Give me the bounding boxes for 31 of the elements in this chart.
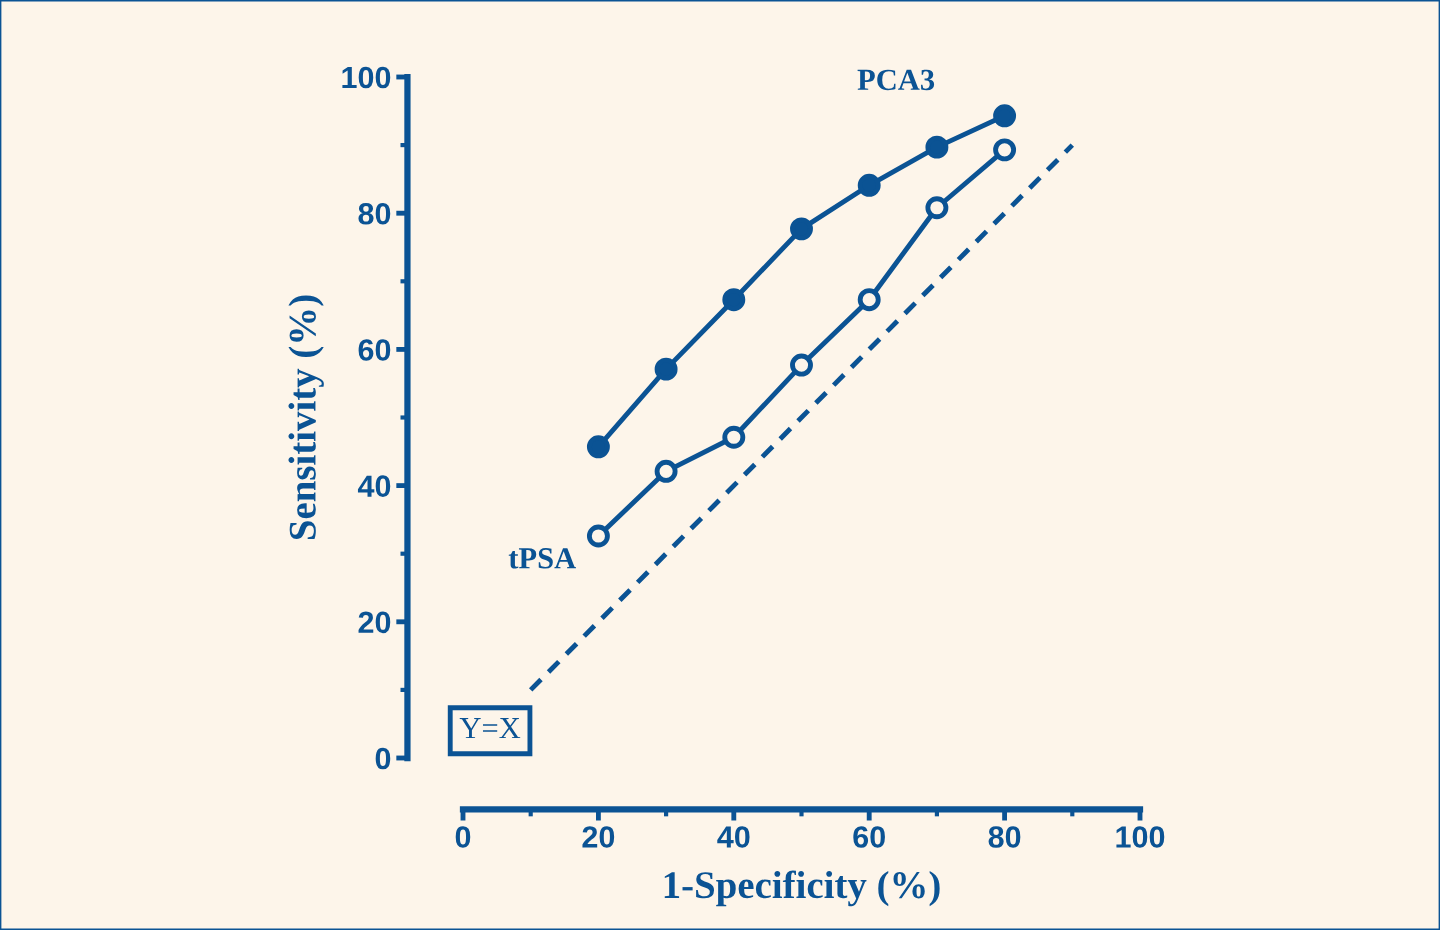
point [722,288,746,312]
point [993,138,1017,162]
y-axis-title: Sensitivity (%) [288,295,324,540]
x-tick-label: 100 [1116,826,1165,848]
x-tick-label: 60 [853,826,885,848]
y-tick-label: 0 [375,747,391,770]
point [925,196,949,220]
y-tick-label: 40 [357,475,391,497]
x-tick-label: 20 [582,826,615,848]
point [925,135,949,159]
point [857,173,881,197]
x-tick-label: 0 [455,826,471,848]
point [586,524,610,548]
x-axis-title: 1-Specificity (%) [664,870,940,907]
point [993,104,1017,128]
y-tick-label: 60 [358,339,391,361]
series-label: PCA3 [857,69,935,91]
point [857,288,881,312]
y-tick-label: 20 [358,611,391,634]
point [654,459,678,483]
y-tick-label: 100 [342,66,391,89]
point [654,357,678,381]
y-tick-label: 80 [358,202,391,225]
point [790,217,813,241]
point [586,435,610,459]
x-tick-label: 40 [717,826,750,848]
annotation: Y=X [459,718,521,739]
series-label: tPSA [508,548,576,569]
x-tick-label: 80 [988,826,1021,848]
point [790,353,813,377]
point [722,425,746,449]
